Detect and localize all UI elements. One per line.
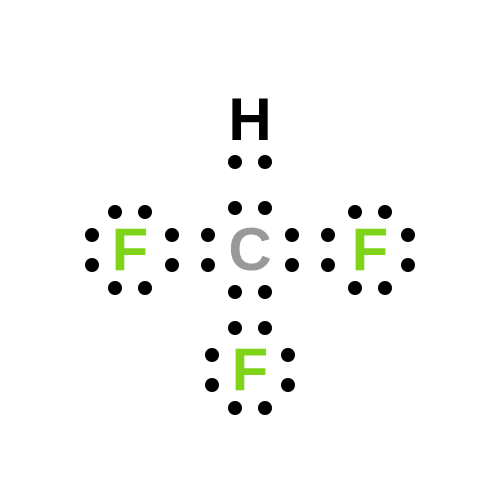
lone-pair-dot: [401, 228, 415, 242]
bond-dot: [228, 321, 242, 335]
lone-pair-dot: [85, 258, 99, 272]
lone-pair-dot: [138, 281, 152, 295]
lone-pair-dot: [138, 205, 152, 219]
bond-dot: [201, 258, 215, 272]
bond-dot: [258, 321, 272, 335]
lone-pair-dot: [108, 281, 122, 295]
bond-dot: [285, 228, 299, 242]
lone-pair-dot: [348, 205, 362, 219]
lone-pair-dot: [108, 205, 122, 219]
bond-dot: [201, 228, 215, 242]
bond-dot: [285, 258, 299, 272]
lone-pair-dot: [205, 378, 219, 392]
bond-dot: [228, 201, 242, 215]
lone-pair-dot: [281, 348, 295, 362]
bond-dot: [228, 155, 242, 169]
lone-pair-dot: [281, 378, 295, 392]
lone-pair-dot: [85, 228, 99, 242]
atom-C: C: [228, 220, 271, 280]
lone-pair-dot: [348, 281, 362, 295]
bond-dot: [321, 258, 335, 272]
lewis-structure-diagram: C H F F F: [0, 0, 500, 500]
atom-F_left: F: [112, 220, 149, 280]
lone-pair-dot: [378, 205, 392, 219]
atom-F_bottom: F: [232, 340, 269, 400]
lone-pair-dot: [205, 348, 219, 362]
lone-pair-dot: [401, 258, 415, 272]
lone-pair-dot: [258, 401, 272, 415]
bond-dot: [228, 285, 242, 299]
bond-dot: [321, 228, 335, 242]
lone-pair-dot: [228, 401, 242, 415]
bond-dot: [258, 201, 272, 215]
lone-pair-dot: [378, 281, 392, 295]
bond-dot: [165, 228, 179, 242]
bond-dot: [258, 285, 272, 299]
bond-dot: [258, 155, 272, 169]
atom-F_right: F: [352, 220, 389, 280]
bond-dot: [165, 258, 179, 272]
atom-H: H: [228, 90, 271, 150]
